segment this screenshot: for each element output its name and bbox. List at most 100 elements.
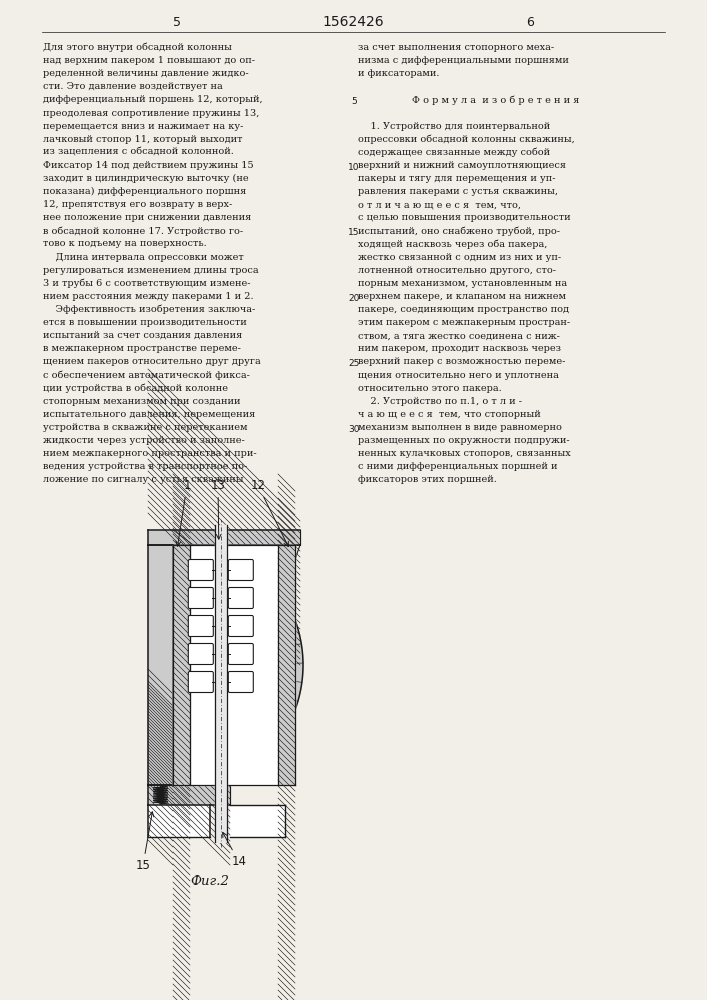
- Text: ненных кулачковых стопоров, связанных: ненных кулачковых стопоров, связанных: [358, 449, 571, 458]
- Text: жестко связанной с одним из них и уп-: жестко связанной с одним из них и уп-: [358, 253, 561, 262]
- Polygon shape: [148, 530, 300, 545]
- Text: нее положение при снижении давления: нее положение при снижении давления: [43, 213, 251, 222]
- Text: ходящей насквозь через оба пакера,: ходящей насквозь через оба пакера,: [358, 239, 547, 249]
- Text: 13: 13: [211, 479, 226, 539]
- FancyBboxPatch shape: [188, 644, 214, 664]
- Text: 1. Устройство для поинтервальной: 1. Устройство для поинтервальной: [358, 122, 550, 131]
- Polygon shape: [230, 805, 285, 837]
- Text: фиксаторов этих поршней.: фиксаторов этих поршней.: [358, 475, 497, 484]
- Text: пакере, соединяющим пространство под: пакере, соединяющим пространство под: [358, 305, 569, 314]
- Text: ции устройства в обсадной колонне: ции устройства в обсадной колонне: [43, 384, 228, 393]
- Text: и фиксаторами.: и фиксаторами.: [358, 69, 440, 78]
- Polygon shape: [216, 545, 303, 785]
- Text: о т л и ч а ю щ е е с я  тем, что,: о т л и ч а ю щ е е с я тем, что,: [358, 200, 521, 209]
- Text: дифференциальный поршень 12, который,: дифференциальный поршень 12, который,: [43, 95, 262, 104]
- Text: верхний и нижний самоуплотняющиеся: верхний и нижний самоуплотняющиеся: [358, 161, 566, 170]
- Text: в обсадной колонне 17. Устройство го-: в обсадной колонне 17. Устройство го-: [43, 226, 243, 236]
- Text: этим пакером с межпакерным простран-: этим пакером с межпакерным простран-: [358, 318, 570, 327]
- FancyBboxPatch shape: [188, 560, 214, 580]
- Polygon shape: [148, 805, 210, 837]
- Polygon shape: [278, 545, 295, 785]
- Text: сти. Это давление воздействует на: сти. Это давление воздействует на: [43, 82, 223, 91]
- Text: ним пакером, проходит насквозь через: ним пакером, проходит насквозь через: [358, 344, 561, 353]
- Text: 12: 12: [250, 479, 288, 547]
- Text: 1: 1: [176, 479, 191, 546]
- Text: относительно этого пакера.: относительно этого пакера.: [358, 384, 502, 393]
- FancyBboxPatch shape: [188, 615, 214, 637]
- Text: 12, препятствуя его возврату в верх-: 12, препятствуя его возврату в верх-: [43, 200, 233, 209]
- Polygon shape: [148, 545, 173, 785]
- FancyBboxPatch shape: [188, 672, 214, 692]
- Text: ч а ю щ е е с я  тем, что стопорный: ч а ю щ е е с я тем, что стопорный: [358, 410, 541, 419]
- Text: над верхним пакером 1 повышают до оп-: над верхним пакером 1 повышают до оп-: [43, 56, 255, 65]
- Text: тово к подъему на поверхность.: тово к подъему на поверхность.: [43, 239, 206, 248]
- Text: Для этого внутри обсадной колонны: Для этого внутри обсадной колонны: [43, 43, 232, 52]
- Text: щением пакеров относительно друг друга: щением пакеров относительно друг друга: [43, 357, 261, 366]
- Text: нием расстояния между пакерами 1 и 2.: нием расстояния между пакерами 1 и 2.: [43, 292, 254, 301]
- Text: 15: 15: [349, 228, 360, 237]
- Text: Длина интервала опрессовки может: Длина интервала опрессовки может: [43, 253, 244, 262]
- Text: испытательного давления, перемещения: испытательного давления, перемещения: [43, 410, 255, 419]
- Text: с ними дифференциальных поршней и: с ними дифференциальных поршней и: [358, 462, 558, 471]
- Text: ределенной величины давление жидко-: ределенной величины давление жидко-: [43, 69, 249, 78]
- Text: нием межпакерного пространства и при-: нием межпакерного пространства и при-: [43, 449, 257, 458]
- FancyBboxPatch shape: [228, 560, 253, 580]
- Text: 5: 5: [173, 15, 181, 28]
- Text: с целью повышения производительности: с целью повышения производительности: [358, 213, 571, 222]
- FancyBboxPatch shape: [188, 587, 214, 608]
- Polygon shape: [215, 525, 227, 842]
- FancyBboxPatch shape: [228, 644, 253, 664]
- Text: ложение по сигналу с устья скважины: ложение по сигналу с устья скважины: [43, 475, 243, 484]
- Text: перемещается вниз и нажимает на ку-: перемещается вниз и нажимает на ку-: [43, 122, 243, 131]
- Text: заходит в цилиндрическую выточку (не: заходит в цилиндрическую выточку (не: [43, 174, 249, 183]
- Text: Фиксатор 14 под действием пружины 15: Фиксатор 14 под действием пружины 15: [43, 161, 254, 170]
- Text: 6: 6: [526, 15, 534, 28]
- Text: опрессовки обсадной колонны скважины,: опрессовки обсадной колонны скважины,: [358, 135, 575, 144]
- Text: ством, а тяга жестко соединена с ниж-: ством, а тяга жестко соединена с ниж-: [358, 331, 560, 340]
- Polygon shape: [148, 785, 230, 805]
- Text: регулироваться изменением длины троса: регулироваться изменением длины троса: [43, 266, 259, 275]
- Text: ется в повышении производительности: ется в повышении производительности: [43, 318, 247, 327]
- Polygon shape: [173, 545, 190, 785]
- Text: испытаний, оно снабжено трубой, про-: испытаний, оно снабжено трубой, про-: [358, 226, 560, 236]
- Text: Фиг.2: Фиг.2: [191, 875, 230, 888]
- Text: 20: 20: [349, 294, 360, 303]
- Text: равления пакерами с устья скважины,: равления пакерами с устья скважины,: [358, 187, 558, 196]
- Text: 2. Устройство по п.1, о т л и -: 2. Устройство по п.1, о т л и -: [358, 397, 522, 406]
- Text: 5: 5: [351, 97, 357, 106]
- Text: испытаний за счет создания давления: испытаний за счет создания давления: [43, 331, 243, 340]
- Text: 25: 25: [349, 359, 360, 368]
- Text: из зацепления с обсадной колонной.: из зацепления с обсадной колонной.: [43, 148, 234, 157]
- Text: размещенных по окружности подпружи-: размещенных по окружности подпружи-: [358, 436, 570, 445]
- FancyBboxPatch shape: [228, 672, 253, 692]
- Text: показана) дифференциального поршня: показана) дифференциального поршня: [43, 187, 246, 196]
- Text: Эффективность изобретения заключа-: Эффективность изобретения заключа-: [43, 305, 255, 314]
- Polygon shape: [173, 545, 295, 785]
- Text: в межпакерном пространстве переме-: в межпакерном пространстве переме-: [43, 344, 241, 353]
- Text: содержащее связанные между собой: содержащее связанные между собой: [358, 148, 550, 157]
- Text: жидкости через устройство и заполне-: жидкости через устройство и заполне-: [43, 436, 245, 445]
- Text: лачковый стопор 11, который выходит: лачковый стопор 11, который выходит: [43, 135, 243, 144]
- Text: ведения устройства в транспортное по-: ведения устройства в транспортное по-: [43, 462, 247, 471]
- Text: лотненной относительно другого, сто-: лотненной относительно другого, сто-: [358, 266, 556, 275]
- Text: 14: 14: [223, 832, 246, 868]
- Text: Ф о р м у л а  и з о б р е т е н и я: Ф о р м у л а и з о б р е т е н и я: [412, 95, 580, 105]
- Text: 1562426: 1562426: [322, 15, 384, 29]
- Text: 15: 15: [136, 812, 154, 872]
- Text: 30: 30: [349, 425, 360, 434]
- Text: за счет выполнения стопорного меха-: за счет выполнения стопорного меха-: [358, 43, 554, 52]
- FancyBboxPatch shape: [228, 615, 253, 637]
- Text: пакеры и тягу для перемещения и уп-: пакеры и тягу для перемещения и уп-: [358, 174, 556, 183]
- Text: низма с дифференциальными поршнями: низма с дифференциальными поршнями: [358, 56, 569, 65]
- Text: 3 и трубы 6 с соответствующим измене-: 3 и трубы 6 с соответствующим измене-: [43, 279, 250, 288]
- Text: 10: 10: [349, 163, 360, 172]
- FancyBboxPatch shape: [228, 587, 253, 608]
- Text: порным механизмом, установленным на: порным механизмом, установленным на: [358, 279, 567, 288]
- Text: стопорным механизмом при создании: стопорным механизмом при создании: [43, 397, 240, 406]
- Text: преодолевая сопротивление пружины 13,: преодолевая сопротивление пружины 13,: [43, 108, 259, 117]
- Text: верхний пакер с возможностью переме-: верхний пакер с возможностью переме-: [358, 357, 566, 366]
- Text: щения относительно него и уплотнена: щения относительно него и уплотнена: [358, 370, 559, 379]
- Text: верхнем пакере, и клапаном на нижнем: верхнем пакере, и клапаном на нижнем: [358, 292, 566, 301]
- Text: механизм выполнен в виде равномерно: механизм выполнен в виде равномерно: [358, 423, 562, 432]
- Text: устройства в скважине с перетеканием: устройства в скважине с перетеканием: [43, 423, 247, 432]
